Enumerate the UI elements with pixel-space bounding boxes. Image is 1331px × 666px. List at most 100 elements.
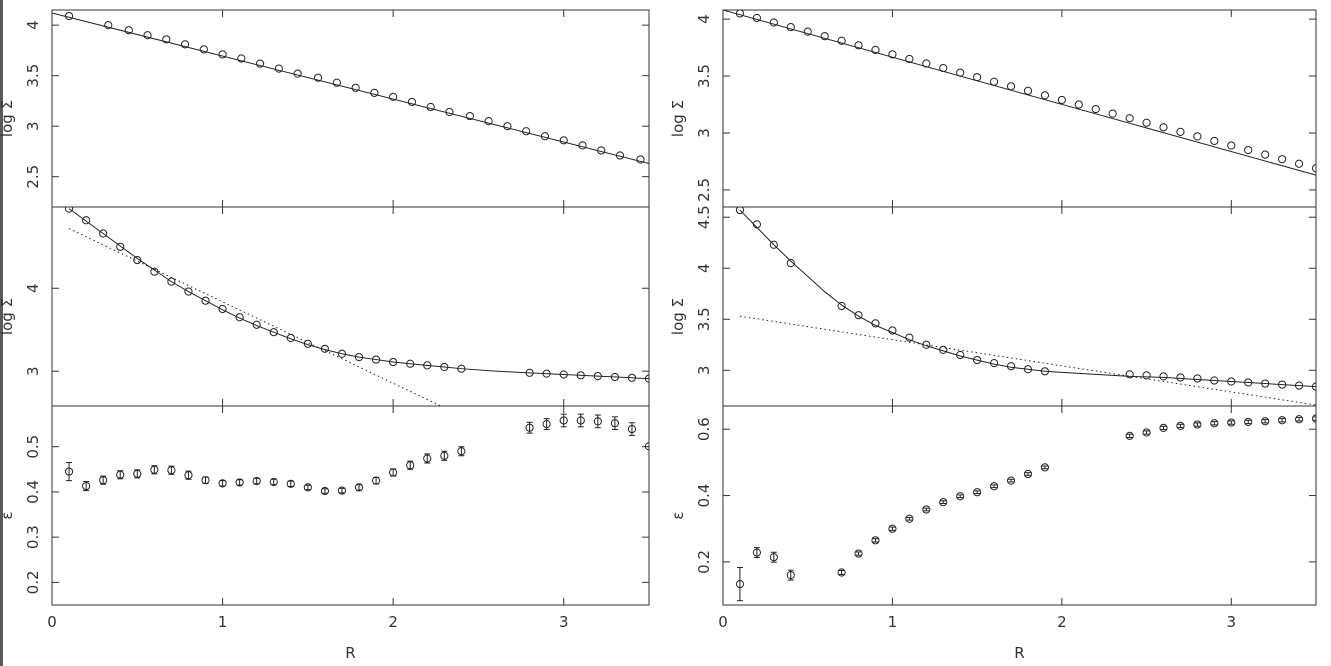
data-point xyxy=(503,122,512,131)
data-point xyxy=(426,102,435,112)
data-point xyxy=(989,77,999,86)
data-point xyxy=(1261,150,1270,159)
fit-line-dotted xyxy=(68,228,442,406)
data-point xyxy=(332,78,341,87)
data-point xyxy=(627,373,637,382)
fit-line-dotted xyxy=(739,315,1316,406)
right-panel: 2.5 3 3.5 4 log Σ 3 3.5 4 4.5 log Σ 0.2 0.4 0.6 ε 0 1 2 3… xyxy=(669,9,1317,662)
x-tick-label: 1 xyxy=(888,613,898,631)
y-tick-label: 3.5 xyxy=(695,64,713,88)
right-subplot-2: 3 3.5 4 4.5 log Σ xyxy=(669,205,1317,407)
y-tick-label: 0.2 xyxy=(24,570,42,594)
y-tick-label: 0.3 xyxy=(24,525,42,549)
plot-frame xyxy=(722,9,1317,208)
data-point xyxy=(286,479,295,488)
data-point xyxy=(576,371,585,380)
data-point xyxy=(542,419,551,429)
x-axis-label: R xyxy=(1014,644,1024,662)
data-point xyxy=(989,482,999,491)
data-point xyxy=(1176,127,1185,136)
data-point xyxy=(888,524,897,533)
x-tick-label: 2 xyxy=(388,613,398,631)
plot-area xyxy=(735,414,1316,602)
data-point xyxy=(389,468,398,477)
data-point xyxy=(64,11,74,21)
x-axis-label: R xyxy=(345,644,355,662)
y-tick-label: 4 xyxy=(24,283,42,293)
data-point xyxy=(871,319,880,328)
data-point xyxy=(116,242,125,251)
data-point xyxy=(389,92,398,101)
data-point xyxy=(1210,419,1219,428)
data-point xyxy=(99,229,108,238)
data-point xyxy=(939,498,948,507)
data-point xyxy=(389,357,398,367)
y-tick-label: 3 xyxy=(24,366,42,376)
data-point xyxy=(1074,100,1083,109)
data-point xyxy=(1142,371,1151,380)
data-point xyxy=(1159,123,1168,132)
data-point xyxy=(1057,95,1066,105)
y-tick-label: 2.5 xyxy=(24,165,42,189)
data-point xyxy=(627,424,637,434)
data-point xyxy=(82,481,91,491)
data-point xyxy=(1278,380,1287,389)
data-point xyxy=(484,117,493,126)
data-point xyxy=(956,350,965,360)
data-point xyxy=(1006,362,1016,371)
y-tick-label: 0.6 xyxy=(695,417,713,441)
data-point xyxy=(1159,372,1168,381)
data-point xyxy=(407,97,417,107)
data-point xyxy=(735,580,745,589)
data-point xyxy=(1159,423,1168,432)
data-point xyxy=(1227,377,1236,386)
data-point xyxy=(465,111,474,121)
data-point xyxy=(313,73,323,82)
data-point xyxy=(769,18,778,27)
data-point xyxy=(989,359,999,368)
data-point xyxy=(116,470,125,479)
data-point xyxy=(593,417,602,426)
fit-line-solid xyxy=(739,209,1316,388)
data-point xyxy=(351,83,360,92)
data-point xyxy=(1193,132,1202,141)
data-point xyxy=(423,454,432,463)
data-point xyxy=(1108,109,1117,118)
data-point xyxy=(133,469,142,478)
data-point xyxy=(354,352,364,362)
data-point xyxy=(939,345,948,354)
data-point xyxy=(837,36,846,45)
x-tick-label: 0 xyxy=(47,613,57,631)
data-point xyxy=(735,10,745,18)
data-point xyxy=(457,447,466,456)
data-point xyxy=(1091,104,1100,114)
data-point xyxy=(167,277,176,286)
data-point xyxy=(1244,417,1253,427)
data-point xyxy=(337,349,347,358)
data-point xyxy=(1176,373,1185,382)
data-point xyxy=(1006,82,1016,91)
data-point xyxy=(973,488,982,497)
data-point xyxy=(888,50,897,59)
data-point xyxy=(1023,469,1033,479)
data-point xyxy=(854,311,863,320)
data-point xyxy=(184,471,193,480)
data-point xyxy=(218,479,227,488)
y-axis-label: log Σ xyxy=(0,100,16,137)
plot-area xyxy=(64,413,649,496)
data-point xyxy=(597,146,606,155)
x-tick-label: 1 xyxy=(218,613,228,631)
data-point xyxy=(184,287,193,296)
data-point xyxy=(559,416,568,425)
x-tick-label: 3 xyxy=(1227,613,1237,631)
data-point xyxy=(235,313,244,322)
data-point xyxy=(1244,145,1253,155)
data-point xyxy=(320,344,330,353)
data-point xyxy=(922,59,931,68)
data-point xyxy=(1040,463,1050,472)
data-point xyxy=(752,13,761,23)
data-point xyxy=(255,59,265,68)
plot-frame xyxy=(51,9,650,208)
y-tick-label: 0.4 xyxy=(695,484,713,508)
